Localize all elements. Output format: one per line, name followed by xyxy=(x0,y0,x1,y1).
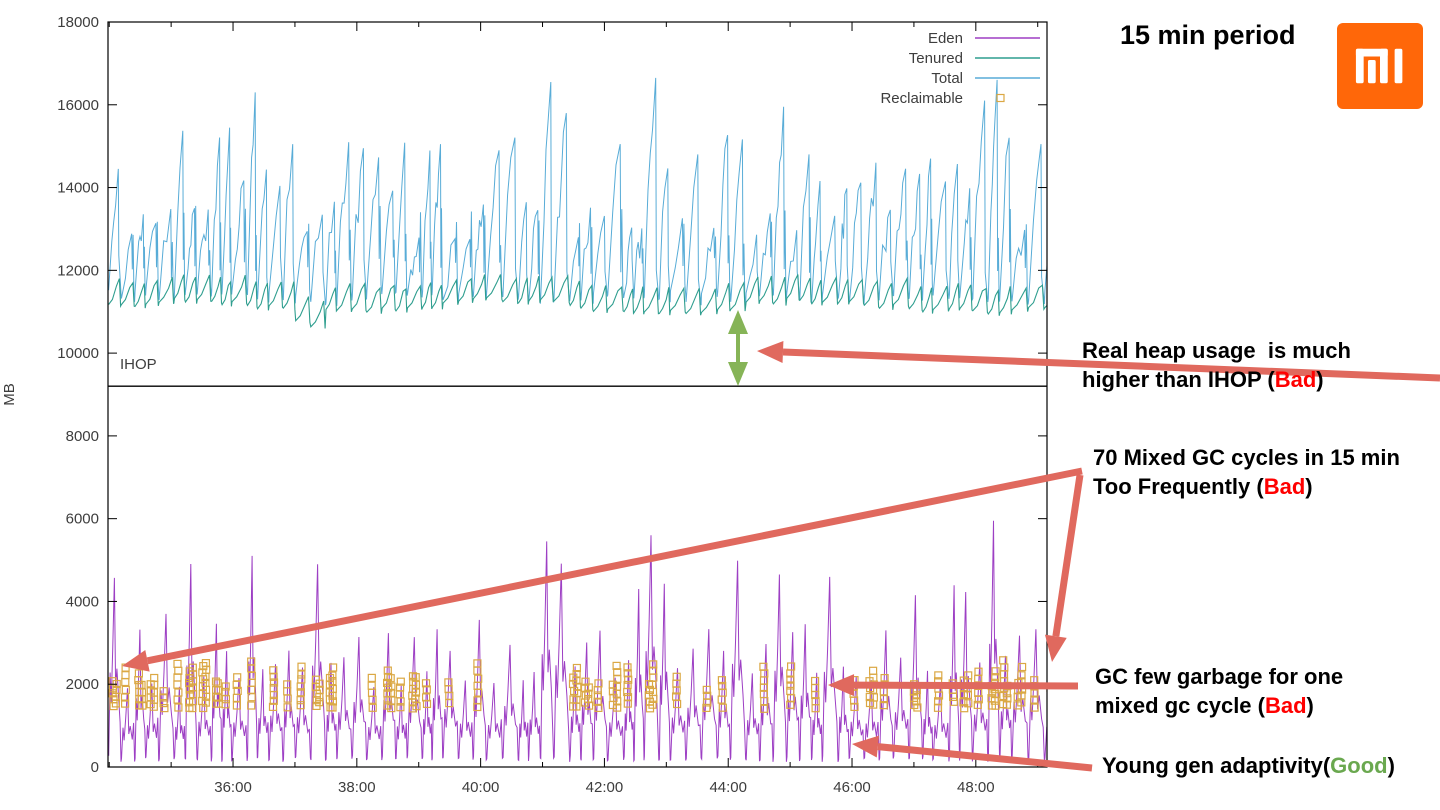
x-tick-label: 38:00 xyxy=(338,779,376,796)
period-label: 15 min period xyxy=(1120,20,1296,50)
y-axis-title: MB xyxy=(1,383,18,406)
legend-label: Eden xyxy=(928,30,963,47)
annotation-segment: ) xyxy=(1316,367,1324,392)
x-tick-label: 40:00 xyxy=(462,779,500,796)
legend-label: Reclaimable xyxy=(880,90,963,107)
axes: 0 2000 4000 6000 8000 10000 12000 14000 16000 180… xyxy=(1,14,1048,796)
legend: Eden Tenured Total Reclaimable xyxy=(880,30,1040,107)
annotation-segment: ) xyxy=(1387,753,1395,778)
tenured-series xyxy=(108,274,1047,329)
total-series xyxy=(108,77,1047,306)
annotation-segment: Young gen adaptivity( xyxy=(1102,753,1331,778)
y-tick-label: 6000 xyxy=(66,511,99,528)
annotation-segment: Bad xyxy=(1263,474,1306,499)
gc-heap-chart: IHOP 0 2000 4000 6000 8000 10000 12000 14000 1600… xyxy=(1,14,1048,796)
annotation-segment: ) xyxy=(1306,693,1314,718)
x-tick-label: 36:00 xyxy=(214,779,252,796)
annotation-few-garbage: GC few garbage for one mixed gc cycle (B… xyxy=(1095,662,1435,720)
x-tick-label: 42:00 xyxy=(586,779,624,796)
plot-area xyxy=(108,77,1047,763)
xiaomi-mi-icon xyxy=(1355,48,1403,84)
y-tick-label: 14000 xyxy=(57,180,99,197)
y-tick-label: 12000 xyxy=(57,262,99,279)
annotation-young-gen: Young gen adaptivity(Good) xyxy=(1102,751,1440,780)
annotation-real-heap: Real heap usage is much higher than IHOP… xyxy=(1082,336,1440,394)
annotation-mixed-gc-cycles: 70 Mixed GC cycles in 15 min Too Frequen… xyxy=(1093,443,1440,501)
x-tick-label: 44:00 xyxy=(709,779,747,796)
annotation-segment: 70 Mixed GC cycles in 15 min Too Frequen… xyxy=(1093,445,1400,499)
annotation-segment: Real heap usage is much higher than IHOP… xyxy=(1082,338,1351,392)
y-tick-label: 4000 xyxy=(66,593,99,610)
annotation-segment: ) xyxy=(1305,474,1313,499)
xiaomi-logo xyxy=(1337,23,1423,109)
annotation-segment: Bad xyxy=(1274,367,1317,392)
annotation-segment: Good xyxy=(1330,753,1388,778)
y-tick-label: 2000 xyxy=(66,676,99,693)
y-tick-label: 10000 xyxy=(57,345,99,362)
y-tick-label: 8000 xyxy=(66,428,99,445)
x-tick-label: 46:00 xyxy=(833,779,871,796)
legend-label: Total xyxy=(931,70,963,87)
annotation-segment: Bad xyxy=(1264,693,1307,718)
y-tick-label: 0 xyxy=(91,759,99,776)
x-tick-label: 48:00 xyxy=(957,779,995,796)
legend-label: Tenured xyxy=(909,50,963,67)
annotation-segment: GC few garbage for one mixed gc cycle ( xyxy=(1095,664,1344,718)
y-tick-label: 18000 xyxy=(57,14,99,31)
legend-sample-square xyxy=(996,93,1005,103)
ihop-label: IHOP xyxy=(120,356,157,373)
reclaimable-series xyxy=(108,656,1047,713)
eden-series xyxy=(108,520,1047,763)
y-tick-label: 16000 xyxy=(57,97,99,114)
